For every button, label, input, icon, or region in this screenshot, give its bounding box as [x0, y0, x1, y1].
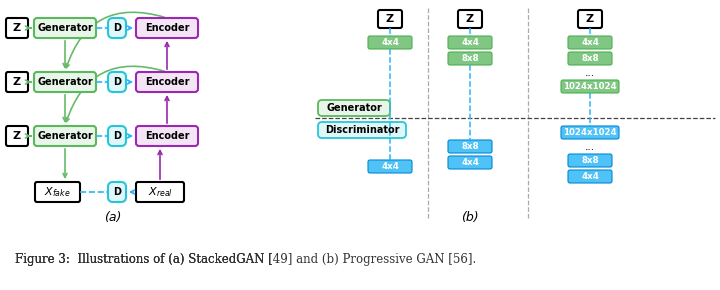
Text: 4x4: 4x4: [381, 38, 399, 47]
Text: 8x8: 8x8: [462, 142, 479, 151]
Text: Z: Z: [386, 14, 394, 24]
Text: 8x8: 8x8: [581, 156, 599, 165]
FancyBboxPatch shape: [568, 52, 612, 65]
Text: $X_{fake}$: $X_{fake}$: [44, 185, 71, 199]
Text: D: D: [113, 131, 121, 141]
FancyBboxPatch shape: [561, 126, 619, 139]
Text: (a): (a): [104, 211, 122, 224]
Text: 4x4: 4x4: [461, 158, 479, 167]
FancyBboxPatch shape: [136, 126, 198, 146]
FancyBboxPatch shape: [6, 72, 28, 92]
Text: 1024x1024: 1024x1024: [563, 128, 617, 137]
Text: Figure 3:  Illustrations of (a) StackedGAN [49] and (b) Progressive GAN [56].: Figure 3: Illustrations of (a) StackedGA…: [15, 253, 476, 267]
FancyBboxPatch shape: [108, 72, 126, 92]
FancyBboxPatch shape: [34, 126, 96, 146]
FancyBboxPatch shape: [368, 160, 412, 173]
FancyBboxPatch shape: [458, 10, 482, 28]
Text: ...: ...: [585, 142, 595, 153]
FancyBboxPatch shape: [568, 154, 612, 167]
Text: D: D: [113, 187, 121, 197]
Text: Z: Z: [13, 131, 21, 141]
FancyBboxPatch shape: [108, 182, 126, 202]
Text: Encoder: Encoder: [145, 23, 189, 33]
FancyBboxPatch shape: [568, 170, 612, 183]
Text: (b): (b): [462, 211, 479, 224]
Text: ...: ...: [585, 68, 595, 79]
FancyBboxPatch shape: [318, 122, 406, 138]
Text: Z: Z: [586, 14, 594, 24]
FancyBboxPatch shape: [6, 18, 28, 38]
FancyBboxPatch shape: [448, 140, 492, 153]
Text: Generator: Generator: [37, 131, 93, 141]
FancyBboxPatch shape: [136, 182, 184, 202]
FancyBboxPatch shape: [6, 126, 28, 146]
Text: 4x4: 4x4: [581, 172, 599, 181]
FancyBboxPatch shape: [34, 18, 96, 38]
Text: Z: Z: [13, 23, 21, 33]
Text: $X_{real}$: $X_{real}$: [148, 185, 173, 199]
FancyBboxPatch shape: [318, 100, 390, 116]
Text: Z: Z: [466, 14, 474, 24]
Text: 4x4: 4x4: [381, 162, 399, 171]
Text: 4x4: 4x4: [461, 38, 479, 47]
Text: 1024x1024: 1024x1024: [563, 82, 617, 91]
FancyBboxPatch shape: [108, 126, 126, 146]
Text: Generator: Generator: [37, 23, 93, 33]
FancyBboxPatch shape: [368, 36, 412, 49]
FancyBboxPatch shape: [448, 156, 492, 169]
Text: Figure 3:  Illustrations of (a) StackedGAN [: Figure 3: Illustrations of (a) StackedGA…: [15, 253, 273, 267]
FancyBboxPatch shape: [578, 10, 602, 28]
Text: Encoder: Encoder: [145, 77, 189, 87]
FancyBboxPatch shape: [108, 18, 126, 38]
FancyBboxPatch shape: [448, 52, 492, 65]
Text: 4x4: 4x4: [581, 38, 599, 47]
Text: Generator: Generator: [326, 103, 382, 113]
FancyBboxPatch shape: [136, 18, 198, 38]
FancyBboxPatch shape: [136, 72, 198, 92]
Text: 8x8: 8x8: [462, 54, 479, 63]
Text: Generator: Generator: [37, 77, 93, 87]
FancyBboxPatch shape: [448, 36, 492, 49]
Text: D: D: [113, 77, 121, 87]
FancyBboxPatch shape: [568, 36, 612, 49]
FancyBboxPatch shape: [34, 72, 96, 92]
Text: Encoder: Encoder: [145, 131, 189, 141]
FancyBboxPatch shape: [561, 80, 619, 93]
Text: Discriminator: Discriminator: [325, 125, 400, 135]
FancyBboxPatch shape: [35, 182, 80, 202]
Text: Z: Z: [13, 77, 21, 87]
FancyBboxPatch shape: [378, 10, 402, 28]
Text: D: D: [113, 23, 121, 33]
Text: 8x8: 8x8: [581, 54, 599, 63]
